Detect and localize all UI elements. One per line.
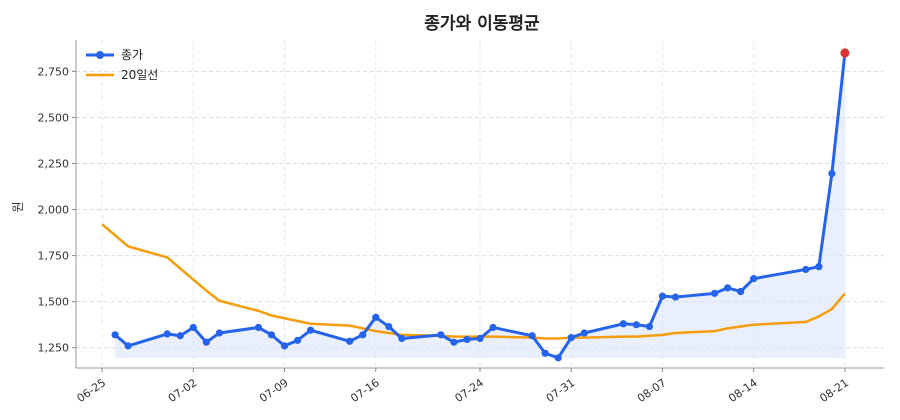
close-point [645,322,654,331]
close-point [202,338,210,346]
chart-title: 종가와 이동평균 [424,14,540,34]
close-point [632,321,640,329]
close-point [737,287,745,296]
x-tick-label: 08-14 [726,376,760,405]
close-point [815,263,823,271]
close-point [724,284,732,292]
x-tick-label: 07-09 [257,376,291,405]
close-area-fill [115,52,845,358]
close-point [802,265,810,274]
series-line-close [114,52,847,360]
close-point [280,342,289,350]
legend-label-ma20: 20일선 [121,68,158,82]
close-point [580,329,588,337]
legend-marker-close [96,51,104,59]
x-tick-label: 07-24 [452,376,486,405]
y-tick-label: 2,250 [38,157,70,170]
legend: 종가 20일선 [86,48,158,82]
close-point [124,342,132,350]
close-point [463,335,471,344]
series-layer [101,48,850,362]
close-point [450,338,458,346]
close-point [359,331,367,339]
close-point [385,322,393,331]
close-point [619,320,627,328]
close-point [176,332,184,340]
close-point [489,323,497,332]
close-point [437,331,445,339]
y-tick-label: 2,500 [38,111,70,124]
area-layer [115,52,845,358]
close-point [306,326,315,334]
close-point [189,323,197,332]
y-tick-label: 1,750 [38,250,70,263]
x-tick-label: 06-25 [75,376,109,405]
close-point [398,334,406,343]
x-tick-label: 07-16 [348,376,382,405]
y-tick-label: 2,000 [38,204,70,217]
y-tick-label: 2,750 [38,65,70,78]
close-point [541,349,549,357]
close-point [346,337,354,345]
close-point [267,331,276,339]
close-point [828,169,836,178]
close-point [163,330,171,338]
close-point [372,313,380,321]
y-axis-label: 원 [11,201,25,212]
close-point [528,332,536,340]
legend-label-close: 종가 [121,48,143,62]
close-point [293,336,302,344]
close-point [671,293,680,301]
x-tick-label: 07-02 [166,376,200,405]
close-point [254,323,263,332]
y-tick-label: 1,250 [38,342,70,355]
close-point [111,331,119,339]
x-tick-label: 08-07 [635,376,669,405]
x-tick-label: 07-31 [544,376,578,405]
close-point [658,292,667,300]
close-point [750,275,758,283]
y-tick-label: 1,500 [38,296,70,309]
close-point [567,333,575,342]
close-point [215,329,223,337]
x-tick-label: 08-21 [817,376,851,405]
close-point [710,289,719,297]
close-point [476,334,484,343]
close-point [554,354,562,362]
last-close-point [840,48,850,58]
